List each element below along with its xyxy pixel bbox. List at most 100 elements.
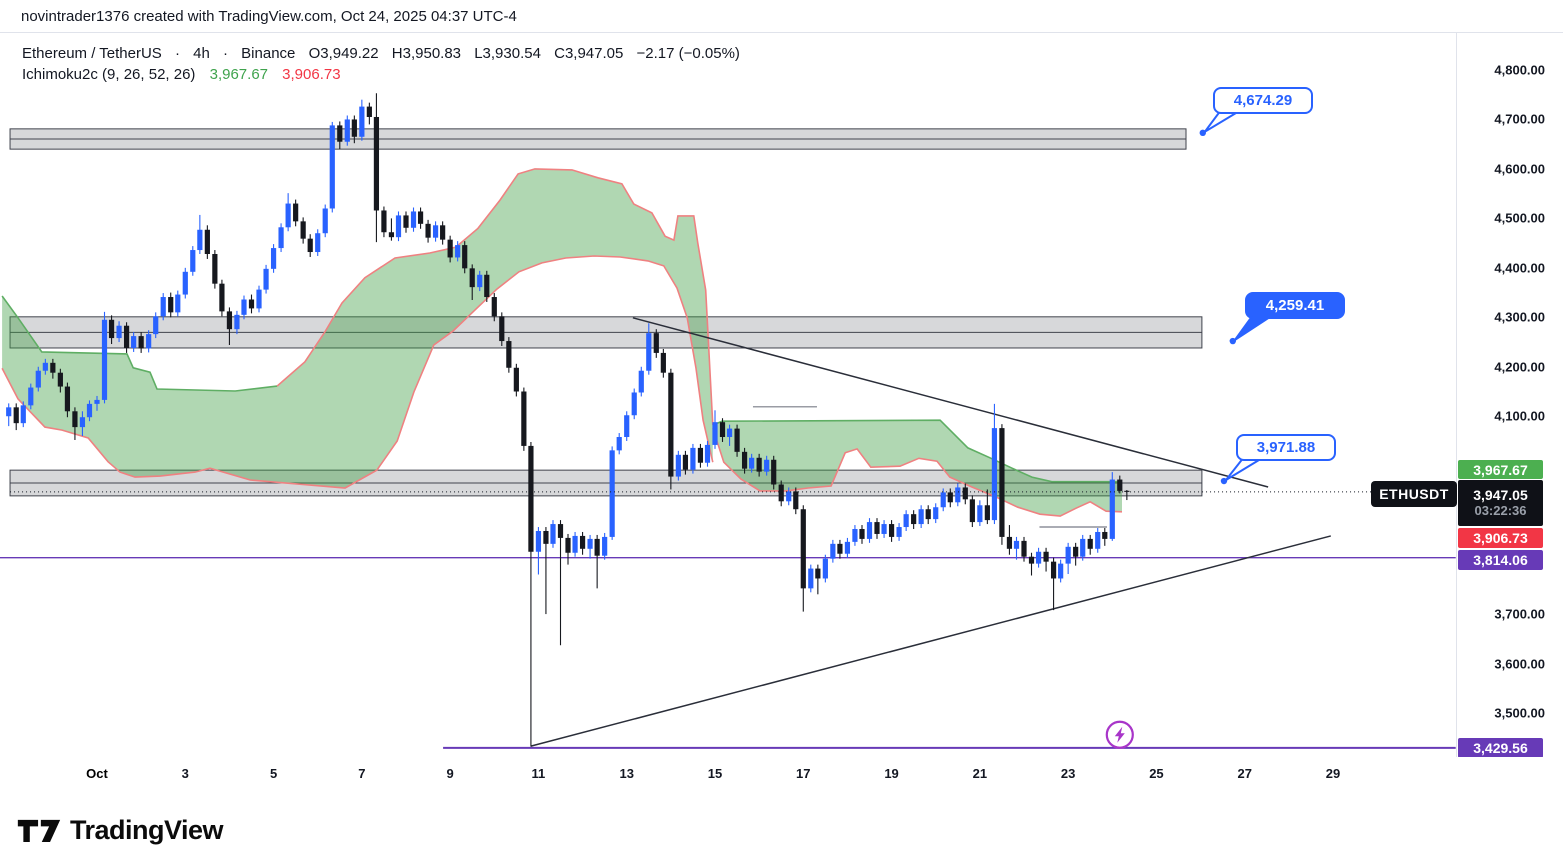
price-tick-4400: 4,400.00	[1494, 260, 1545, 276]
candle-body	[697, 447, 704, 463]
footer	[0, 795, 1563, 868]
candle-body	[57, 372, 63, 387]
candle-body	[808, 568, 814, 589]
top-divider	[0, 32, 1563, 33]
candle-body	[1058, 563, 1064, 579]
candle-body	[535, 530, 542, 552]
candle-body	[609, 450, 615, 537]
price-callout-4,674.29[interactable]: 4,674.29	[1213, 87, 1313, 114]
candle-body	[528, 445, 534, 552]
candle-body	[160, 297, 166, 317]
candle-body	[197, 229, 203, 251]
candle-body	[212, 253, 218, 284]
candle-body	[388, 232, 395, 238]
price-axis[interactable]: 4,800.00 4,700.00 4,600.00 4,500.00 4,400.00…	[1456, 32, 1563, 757]
candle-body	[123, 325, 130, 348]
price-tick-3500: 3,500.00	[1494, 705, 1545, 721]
senkou-a-line	[1, 255, 714, 489]
price-tick-4600: 4,600.00	[1494, 161, 1545, 177]
candle-body	[270, 248, 277, 269]
time-tick-17: 17	[796, 766, 811, 781]
candle-body	[940, 492, 946, 508]
time-tick-3: 3	[181, 766, 189, 781]
candle-body	[190, 250, 196, 272]
candle-body	[557, 524, 564, 538]
tradingview-logo-text: TradingView	[70, 814, 224, 845]
candle-body	[726, 428, 733, 438]
indicator-name[interactable]: Ichimoku2c (9, 26, 52, 26)	[22, 66, 196, 83]
candle-body	[800, 509, 806, 589]
candle-body	[969, 499, 975, 523]
candle-body	[587, 538, 593, 549]
candle-body	[6, 407, 12, 417]
candle-body	[616, 437, 622, 451]
legend-symbol-row[interactable]: Ethereum / TetherUS · 4h · Binance O3,94…	[22, 45, 749, 62]
candle-body	[285, 203, 291, 228]
senkou-b-line	[1, 295, 278, 392]
price-tick-4200: 4,200.00	[1494, 359, 1545, 375]
candle-body	[79, 417, 86, 428]
time-tick-19: 19	[884, 766, 899, 781]
time-tick-7: 7	[358, 766, 366, 781]
candle-body	[933, 507, 939, 520]
candle-body	[594, 538, 600, 556]
candle-body	[366, 106, 372, 117]
tradingview-logo[interactable]: TradingView	[16, 812, 224, 848]
legend-indicator-row[interactable]: Ichimoku2c (9, 26, 52, 26) 3,967.67 3,90…	[22, 66, 341, 83]
candle-body	[682, 454, 689, 470]
callout-anchor-dot[interactable]	[1229, 337, 1236, 345]
candle-body	[204, 229, 210, 254]
candle-body	[146, 334, 152, 349]
ohlc-high: H3,950.83	[391, 45, 462, 62]
candle-body	[830, 543, 836, 559]
price-chart	[0, 93, 1456, 749]
candle-body	[896, 527, 902, 537]
candle-body	[741, 451, 748, 469]
candle-body	[962, 487, 968, 500]
attribution-bar: novintrader1376 created with TradingView…	[0, 0, 1563, 32]
candle-body	[977, 505, 983, 523]
candle-body	[86, 403, 93, 418]
candle-body	[337, 125, 343, 142]
candle-body	[1021, 540, 1027, 557]
candle-body	[778, 484, 784, 502]
candle-body	[175, 294, 181, 313]
candle-body	[668, 372, 674, 477]
candle-body	[138, 336, 144, 349]
price-badge-3,814.06: 3,814.06	[1458, 550, 1543, 570]
trendline-ascending[interactable]	[530, 535, 1331, 747]
candle-body	[72, 411, 78, 428]
time-axis[interactable]: Oct 3 5 7 9 11 13 15 17 19 21 23 25 27 29	[0, 757, 1563, 795]
candle-body	[638, 370, 644, 393]
symbol-price-label: ETHUSDT	[1371, 481, 1457, 507]
interval[interactable]: 4h	[193, 45, 210, 62]
candle-body	[1102, 531, 1108, 539]
senkou-a-line	[276, 168, 714, 426]
candle-body	[675, 454, 681, 477]
trendline-descending[interactable]	[632, 317, 1269, 488]
candle-body	[749, 457, 755, 469]
callout-anchor-dot[interactable]	[1220, 477, 1228, 485]
candle-body	[410, 211, 417, 228]
candle-body	[955, 487, 961, 503]
candle-body	[1080, 538, 1086, 557]
candle-body	[226, 311, 233, 330]
candle-body	[712, 422, 718, 445]
candle-body	[1087, 538, 1093, 549]
callout-anchor-dot[interactable]	[1199, 129, 1206, 137]
price-callout-3,971.88[interactable]: 3,971.88	[1236, 434, 1336, 461]
candle-body	[168, 297, 174, 313]
symbol-name[interactable]: Ethereum / TetherUS	[22, 45, 162, 62]
candle-body	[984, 505, 990, 521]
candle-body	[278, 227, 284, 249]
price-callout-4,259.41[interactable]: 4,259.41	[1245, 292, 1345, 319]
candle-body	[20, 405, 26, 424]
candle-body	[543, 530, 549, 544]
candle-body	[690, 447, 696, 470]
candle-body	[50, 362, 56, 373]
candle-body	[1050, 561, 1057, 579]
ohlc-open: O3,949.22	[308, 45, 379, 62]
candle-body	[999, 428, 1005, 537]
candle-body	[108, 319, 115, 339]
candle-body	[315, 233, 321, 253]
